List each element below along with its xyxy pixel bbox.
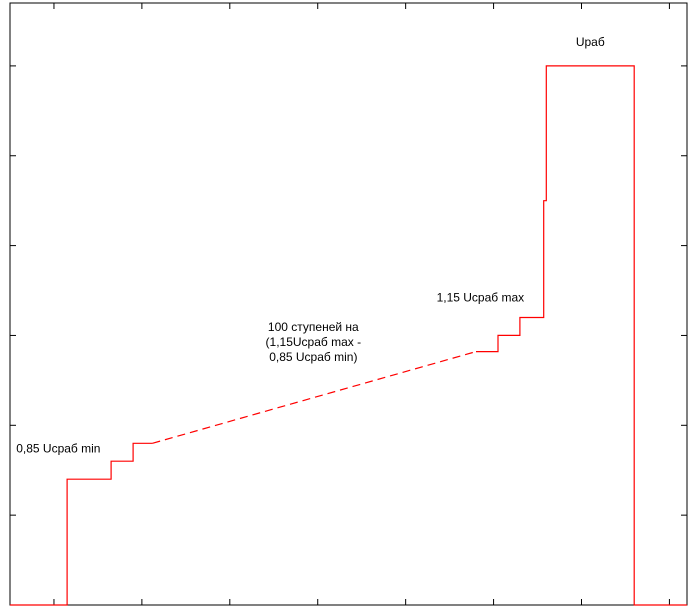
annotation-urab: Uраб bbox=[576, 35, 605, 49]
annotation-urab-line-0: Uраб bbox=[576, 35, 605, 49]
series-line-1 bbox=[152, 351, 477, 444]
annotation-steps-line-0: 100 ступеней на bbox=[268, 320, 359, 334]
series-line-0 bbox=[10, 442, 153, 606]
annotations-group: Uраб 1,15 Ucраб max 100 ступеней на (1,15Uc… bbox=[16, 35, 605, 455]
annotation-max: 1,15 Ucраб max bbox=[437, 290, 525, 304]
plot-frame bbox=[9, 2, 688, 606]
series-line-2 bbox=[476, 65, 687, 606]
annotation-steps-line-1: (1,15Ucраб max - bbox=[266, 335, 362, 349]
annotation-max-line-0: 1,15 Ucраб max bbox=[437, 290, 525, 304]
series-group bbox=[10, 65, 687, 606]
annotation-steps: 100 ступеней на (1,15Ucраб max -0,85 Ucра… bbox=[266, 320, 362, 364]
annotation-min: 0,85 Ucраб min bbox=[16, 441, 100, 455]
tick-marks bbox=[10, 3, 687, 605]
annotation-steps-line-2: 0,85 Ucраб min) bbox=[269, 350, 357, 364]
annotation-min-line-0: 0,85 Ucраб min bbox=[16, 441, 100, 455]
